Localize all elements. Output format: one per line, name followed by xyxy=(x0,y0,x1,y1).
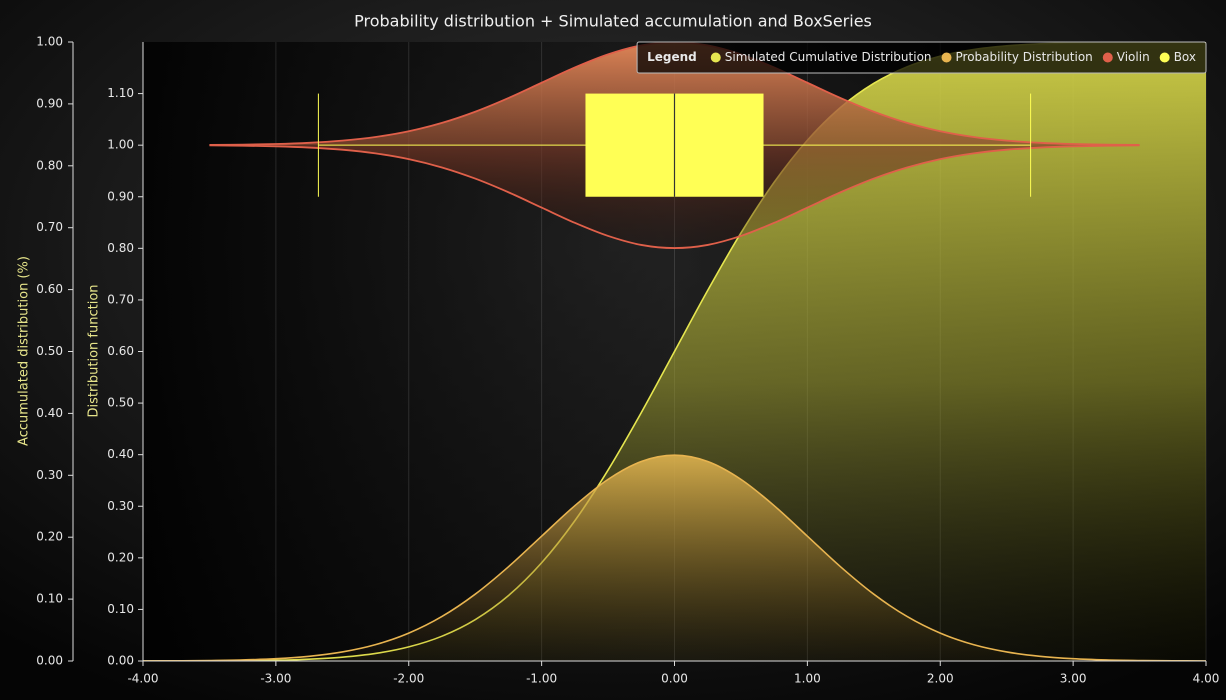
y2-axis-label: Distribution function xyxy=(87,284,102,417)
legend-marker xyxy=(1102,52,1113,63)
plot xyxy=(143,42,1206,661)
violin-lower-edge xyxy=(209,144,1140,249)
legend-marker xyxy=(1159,52,1170,63)
x-tick-label: 4.00 xyxy=(1193,672,1220,686)
y-axis-label: Accumulated distribution (%) xyxy=(17,256,32,446)
y-tick-label: 0.90 xyxy=(36,96,63,110)
y2-tick-label: 0.90 xyxy=(107,189,134,203)
x-tick-label: 1.00 xyxy=(794,672,821,686)
chart-title: Probability distribution + Simulated acc… xyxy=(354,12,872,31)
y2-tick-label: 0.10 xyxy=(107,602,134,616)
y2-tick-label: 0.50 xyxy=(107,396,134,410)
y-tick-label: 0.50 xyxy=(36,344,63,358)
y-tick-label: 0.20 xyxy=(36,530,63,544)
legend-label: Violin xyxy=(1117,50,1150,64)
axes: -4.00 -3.00 -2.00 -1.00 0.00 1.00 2.00 3.00 4.00… xyxy=(36,35,1219,686)
y2-tick-label: 0.00 xyxy=(107,654,134,668)
y-tick-label: 0.70 xyxy=(36,220,63,234)
legend-box xyxy=(636,41,1207,74)
legend: Legend Simulated Cumulative Distribution P… xyxy=(636,41,1207,74)
legend-label: Box xyxy=(1174,50,1196,64)
x-tick-label: 3.00 xyxy=(1060,672,1087,686)
legend-label: Probability Distribution xyxy=(956,50,1093,64)
y2-tick-label: 1.00 xyxy=(107,138,134,152)
y-tick-label: 0.30 xyxy=(36,468,63,482)
x-tick-label: -2.00 xyxy=(393,672,424,686)
x-tick-label: -3.00 xyxy=(260,672,291,686)
series-area xyxy=(143,455,1206,661)
y2-tick-label: 0.80 xyxy=(107,241,134,255)
legend-title: Legend xyxy=(647,50,697,64)
y-tick-label: 0.80 xyxy=(36,158,63,172)
x-tick-label: -4.00 xyxy=(127,672,158,686)
legend-label: Simulated Cumulative Distribution xyxy=(725,50,932,64)
series-line xyxy=(143,454,1206,661)
y2-tick-label: 0.20 xyxy=(107,550,134,564)
y-tick-label: 0.60 xyxy=(36,282,63,296)
y2-tick-label: 0.30 xyxy=(107,499,134,513)
y2-tick-label: 0.60 xyxy=(107,344,134,358)
y-tick-label: 0.00 xyxy=(36,654,63,668)
y-tick-label: 0.40 xyxy=(36,406,63,420)
legend-marker xyxy=(941,52,952,63)
y2-tick-label: 1.10 xyxy=(107,86,134,100)
y2-tick-label: 0.70 xyxy=(107,292,134,306)
x-tick-label: -1.00 xyxy=(526,672,557,686)
y-tick-label: 1.00 xyxy=(36,35,63,49)
y-tick-label: 0.10 xyxy=(36,592,63,606)
x-tick-label: 0.00 xyxy=(661,672,688,686)
x-tick-label: 2.00 xyxy=(927,672,954,686)
y2-tick-label: 0.40 xyxy=(107,447,134,461)
legend-marker xyxy=(710,52,721,63)
